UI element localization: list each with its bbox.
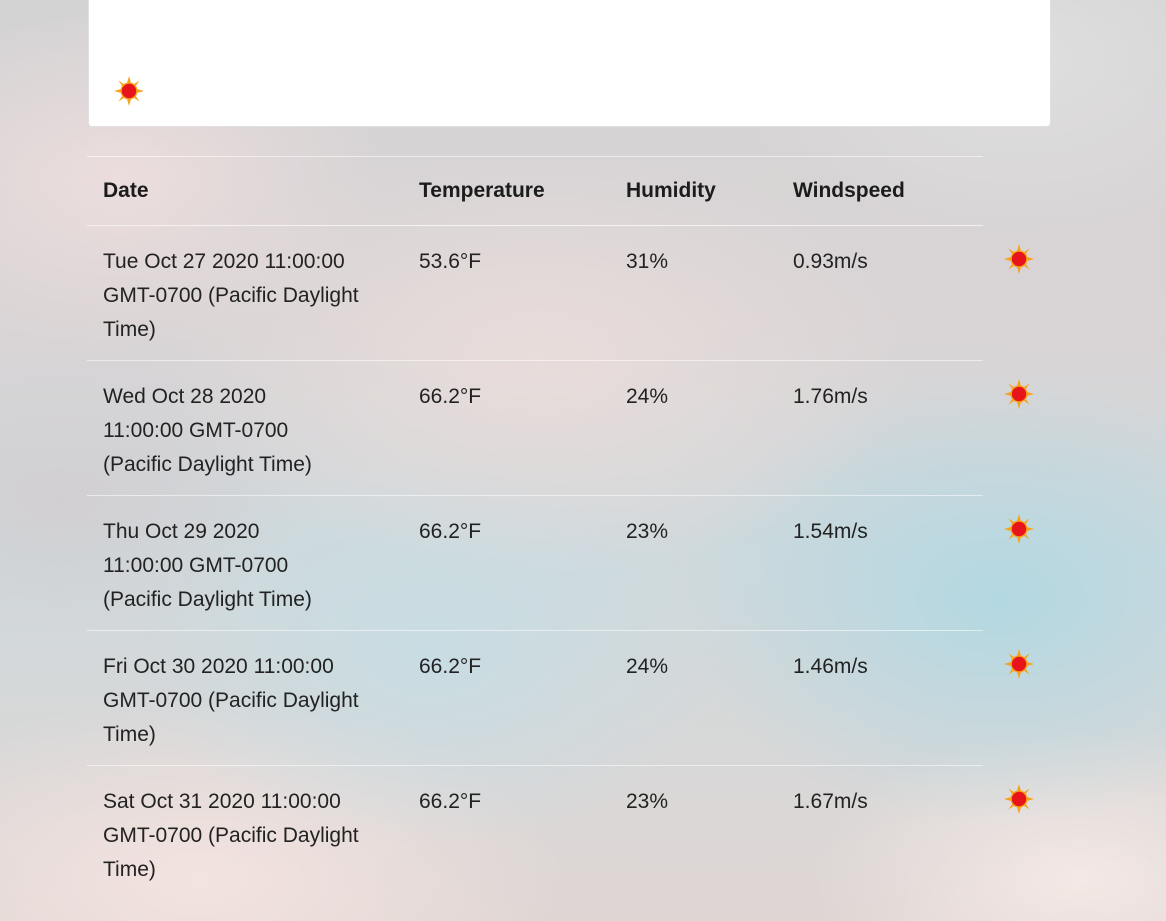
date-cell: Fri Oct 30 2020 11:00:00 GMT-0700 (Pacif…	[87, 631, 419, 766]
date-cell: Wed Oct 28 2020 11:00:00 GMT-0700 (Pacif…	[87, 361, 419, 496]
temperature-cell: 53.6°F	[419, 250, 482, 273]
date-cell: Sat Oct 31 2020 11:00:00 GMT-0700 (Pacif…	[87, 766, 419, 901]
forecast-table: Date Temperature Humidity Windspeed Tue …	[87, 156, 1034, 901]
sun-icon	[1003, 648, 1035, 680]
sun-icon	[1003, 513, 1035, 545]
table-row: Fri Oct 30 2020 11:00:00 GMT-0700 (Pacif…	[87, 631, 1034, 766]
header-temperature: Temperature	[419, 179, 545, 202]
date-text: Fri Oct 30 2020 11:00:00 GMT-0700 (Pacif…	[103, 655, 359, 746]
windspeed-cell: 0.93m/s	[793, 250, 868, 273]
table-header-row: Date Temperature Humidity Windspeed	[87, 156, 983, 226]
date-text: Tue Oct 27 2020 11:00:00 GMT-0700 (Pacif…	[103, 250, 359, 341]
humidity-cell: 24%	[626, 385, 669, 408]
humidity-cell: 23%	[626, 790, 669, 813]
sun-icon	[1003, 243, 1035, 275]
windspeed-cell: 1.76m/s	[793, 385, 868, 408]
header-date: Date	[103, 179, 149, 202]
humidity-cell: 24%	[626, 655, 669, 678]
table-row: Sat Oct 31 2020 11:00:00 GMT-0700 (Pacif…	[87, 766, 1034, 901]
sun-icon	[1003, 783, 1035, 815]
temperature-cell: 66.2°F	[419, 790, 482, 813]
sun-icon	[113, 75, 145, 107]
date-cell: Tue Oct 27 2020 11:00:00 GMT-0700 (Pacif…	[87, 226, 419, 361]
sun-icon	[1003, 378, 1035, 410]
windspeed-cell: 1.67m/s	[793, 790, 868, 813]
current-weather-card	[88, 0, 1051, 127]
header-windspeed: Windspeed	[793, 179, 905, 202]
table-row: Tue Oct 27 2020 11:00:00 GMT-0700 (Pacif…	[87, 226, 1034, 361]
table-row: Thu Oct 29 2020 11:00:00 GMT-0700 (Pacif…	[87, 496, 1034, 631]
date-cell: Thu Oct 29 2020 11:00:00 GMT-0700 (Pacif…	[87, 496, 419, 631]
windspeed-cell: 1.46m/s	[793, 655, 868, 678]
humidity-cell: 23%	[626, 520, 669, 543]
date-text: Thu Oct 29 2020 11:00:00 GMT-0700 (Pacif…	[103, 520, 312, 611]
date-text: Sat Oct 31 2020 11:00:00 GMT-0700 (Pacif…	[103, 790, 359, 881]
table-row: Wed Oct 28 2020 11:00:00 GMT-0700 (Pacif…	[87, 361, 1034, 496]
temperature-cell: 66.2°F	[419, 385, 482, 408]
windspeed-cell: 1.54m/s	[793, 520, 868, 543]
temperature-cell: 66.2°F	[419, 655, 482, 678]
header-humidity: Humidity	[626, 179, 716, 202]
date-text: Wed Oct 28 2020 11:00:00 GMT-0700 (Pacif…	[103, 385, 312, 476]
humidity-cell: 31%	[626, 250, 669, 273]
temperature-cell: 66.2°F	[419, 520, 482, 543]
